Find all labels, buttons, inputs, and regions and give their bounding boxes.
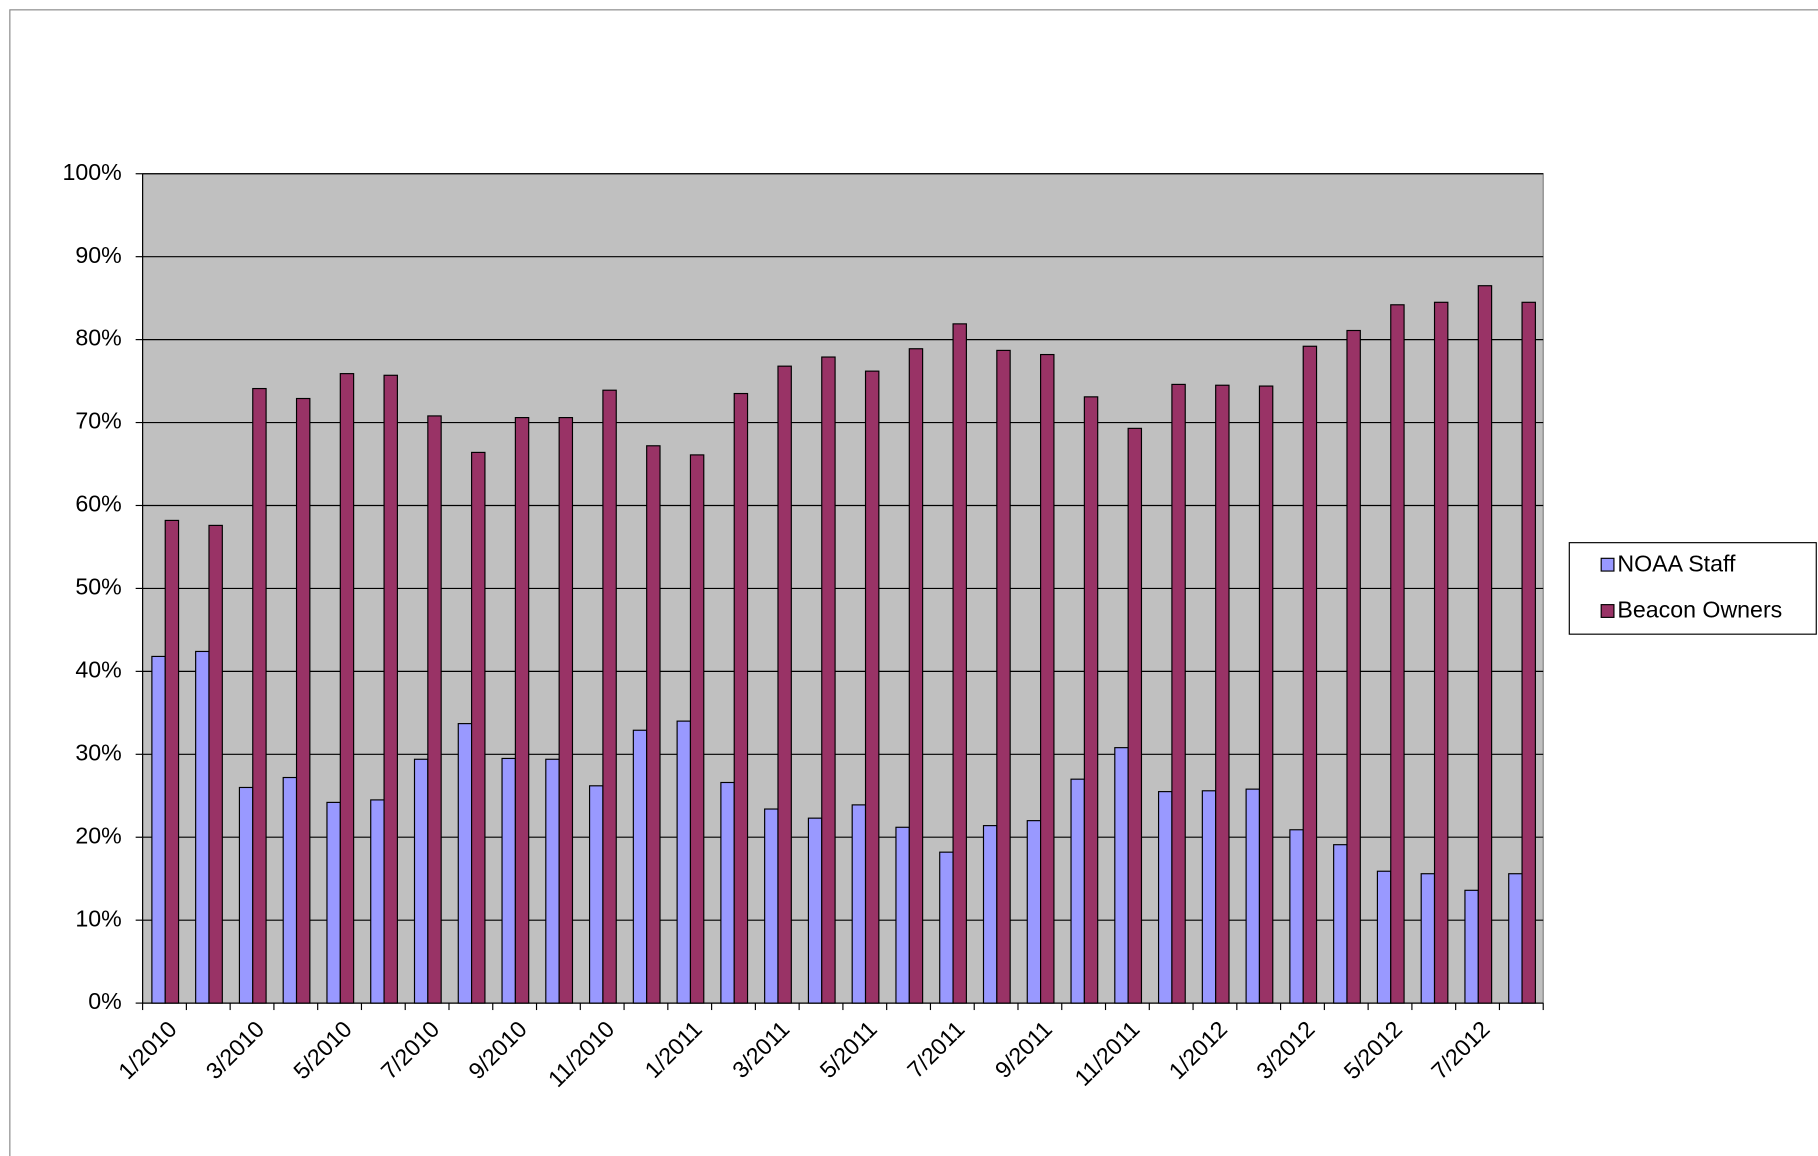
bar [1346,329,1361,1004]
bar [764,808,779,1004]
bar [151,655,166,1004]
bar [295,397,311,1004]
bar [1127,427,1143,1004]
bar [1289,829,1304,1004]
bar [501,757,516,1004]
bar [733,392,749,1004]
bar [1464,889,1479,1004]
y-tick-label: 40% [75,656,121,682]
y-tick-label: 10% [75,905,121,931]
legend-label: Beacon Owners [1617,597,1782,623]
bar [545,758,560,1004]
bar [1026,820,1042,1004]
bar [1376,870,1392,1004]
bar [646,445,661,1004]
y-tick-label: 80% [75,325,121,351]
bar [558,416,574,1004]
bar [383,374,398,1004]
bar [457,723,473,1004]
bar [1420,873,1436,1004]
bar [1215,384,1230,1004]
bar [777,365,792,1004]
bar [1114,747,1129,1004]
bar [238,786,254,1004]
bar [996,349,1011,1004]
bar [1508,873,1523,1004]
bar [427,415,442,1004]
bar [1201,790,1217,1004]
bar [195,650,210,1004]
bar [632,729,648,1004]
bar [1245,788,1261,1004]
bar [982,825,998,1004]
bar [1390,304,1405,1004]
legend-swatch [1600,604,1615,618]
bar [1040,353,1055,1004]
bar [514,416,530,1004]
bar [807,817,823,1004]
bar [952,323,967,1004]
bar [1258,385,1274,1004]
y-tick-label: 20% [75,822,121,848]
bar [326,801,341,1004]
bar [1171,383,1186,1004]
bar [471,451,486,1004]
bar [370,799,385,1004]
y-tick-label: 60% [75,491,121,517]
bar [939,851,954,1004]
bar [339,373,355,1004]
bar [252,387,267,1004]
bar [689,454,705,1004]
bar [821,356,836,1004]
y-tick-label: 30% [75,739,121,765]
bar [720,781,735,1004]
y-tick-label: 70% [75,408,121,434]
y-tick-label: 0% [88,988,121,1014]
bar [1302,345,1318,1004]
bar [164,519,180,1004]
legend-swatch [1600,557,1615,572]
bar [1333,844,1348,1004]
y-tick-label: 90% [75,242,121,268]
bar [676,720,692,1004]
bar [851,804,867,1004]
bar [1083,396,1099,1004]
y-tick-label: 50% [75,574,121,600]
bar [895,826,910,1004]
legend-label: NOAA Staff [1617,550,1736,576]
bar [208,524,223,1004]
bar [1433,301,1449,1004]
bar [1157,791,1173,1004]
bar [1477,285,1493,1004]
bar [864,370,880,1004]
bar [282,776,298,1004]
bar [588,785,604,1004]
bar [908,348,924,1004]
bar [1521,301,1536,1004]
bar [602,389,617,1004]
bar [413,758,429,1004]
bar [1070,778,1085,1004]
y-tick-label: 100% [62,159,121,185]
